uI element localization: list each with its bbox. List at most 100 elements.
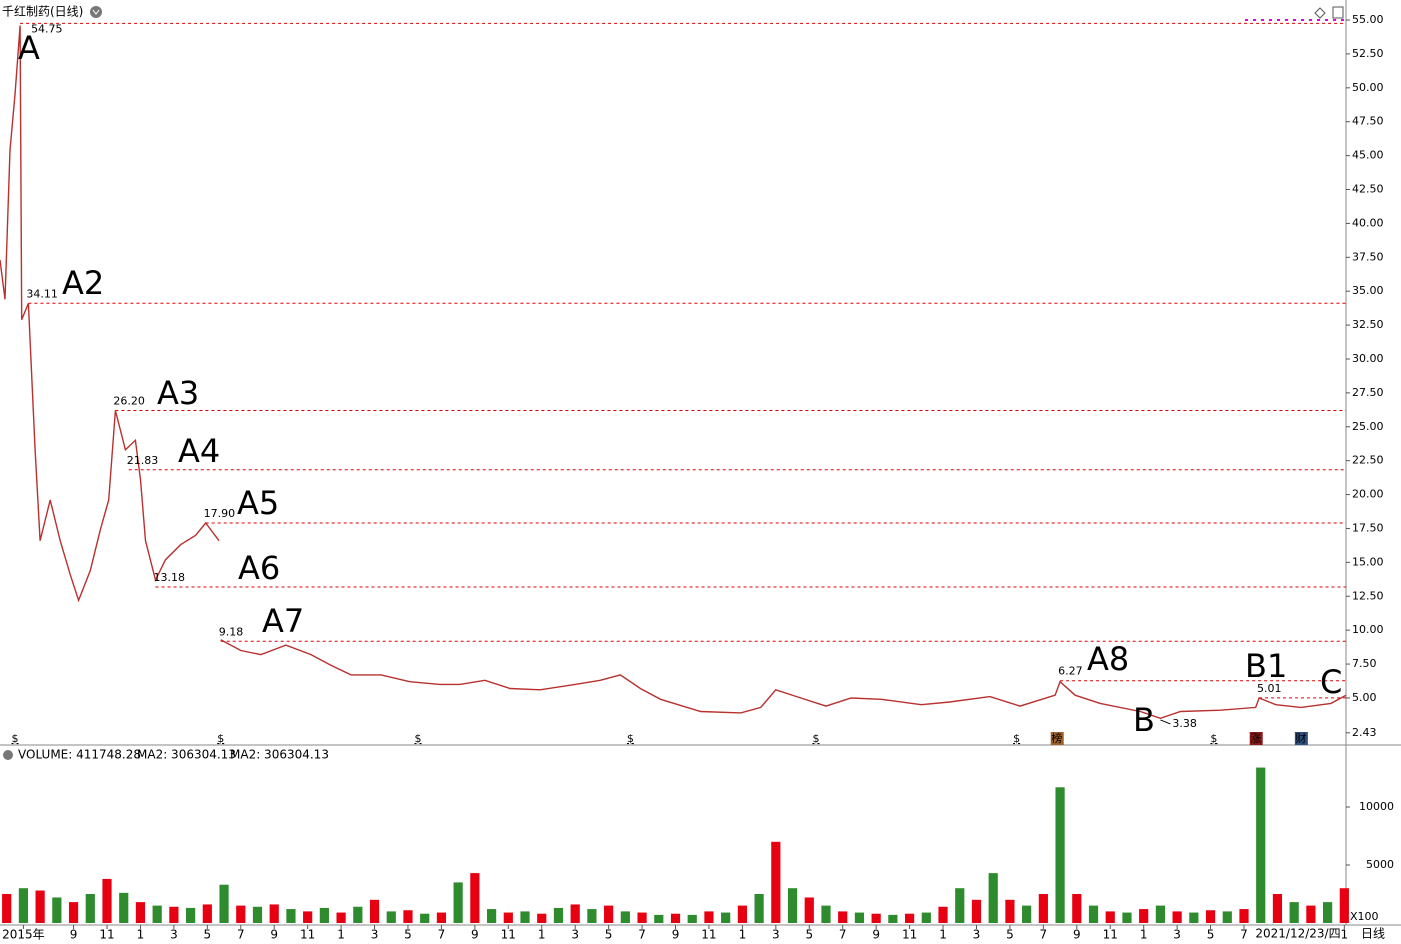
wave-letter: A6 bbox=[238, 549, 280, 587]
y-tick-label: 10000 bbox=[1359, 800, 1394, 813]
volume-bar bbox=[771, 841, 781, 923]
volume-bar bbox=[1155, 905, 1166, 923]
volume-bar bbox=[186, 907, 196, 923]
volume-bar bbox=[1256, 767, 1266, 923]
volume-bar bbox=[286, 909, 296, 923]
y-tick-label: 25.00 bbox=[1352, 420, 1384, 433]
volume-bar bbox=[938, 906, 948, 923]
volume-bar bbox=[2, 894, 12, 923]
volume-bar bbox=[1205, 910, 1216, 923]
volume-bar bbox=[453, 882, 463, 923]
x-tick-label: 11 bbox=[701, 928, 716, 942]
volume-bar bbox=[169, 906, 179, 923]
volume-bar bbox=[1105, 911, 1115, 923]
ma-label-colored: MA2: 306304.13 bbox=[230, 748, 329, 762]
wave-letter: C bbox=[1320, 663, 1342, 701]
x-tick-label: 1 bbox=[337, 928, 345, 942]
volume-bar bbox=[303, 911, 313, 923]
volume-bar bbox=[1055, 787, 1065, 923]
volume-bar bbox=[888, 914, 898, 923]
x-tick-label: 7 bbox=[638, 928, 646, 942]
y-tick-label: 55.00 bbox=[1352, 13, 1384, 26]
event-box bbox=[1249, 732, 1263, 745]
volume-bar bbox=[202, 904, 212, 923]
volume-bar bbox=[921, 912, 931, 923]
volume-bar bbox=[1222, 911, 1232, 923]
wave-letter: A7 bbox=[262, 602, 304, 640]
x-tick-label: 3 bbox=[973, 928, 981, 942]
volume-bar bbox=[102, 878, 112, 923]
volume-bar bbox=[537, 913, 547, 923]
menu-button[interactable] bbox=[90, 6, 102, 18]
x-tick-label: 3 bbox=[371, 928, 379, 942]
volume-bar bbox=[971, 899, 982, 923]
volume-bar bbox=[1072, 894, 1082, 923]
value-label: 9.18 bbox=[219, 625, 244, 638]
x-tick-label: 11 bbox=[99, 928, 114, 942]
x-tick-label: 9 bbox=[70, 928, 78, 942]
x-tick-label: 7 bbox=[438, 928, 446, 942]
x-tick-label: 9 bbox=[1073, 928, 1081, 942]
volume-bar bbox=[336, 912, 346, 923]
y-tick-label: 5.00 bbox=[1352, 691, 1377, 704]
volume-bar bbox=[1189, 912, 1199, 923]
panel-icon[interactable] bbox=[1332, 6, 1344, 19]
volume-bar bbox=[68, 902, 79, 923]
y-tick-label: 27.50 bbox=[1352, 386, 1384, 399]
crosshair-label: 2021/12/23/四 bbox=[1255, 927, 1340, 941]
event-marker: 涨 bbox=[1250, 732, 1261, 745]
volume-bar bbox=[1272, 894, 1283, 923]
volume-bar bbox=[520, 911, 530, 923]
y-tick-label: 30.00 bbox=[1352, 352, 1384, 365]
y-tick-label: 52.50 bbox=[1352, 47, 1384, 60]
x-tick-label: 11 bbox=[1103, 928, 1118, 942]
volume-bar bbox=[219, 884, 229, 923]
event-marker: $ bbox=[12, 732, 19, 745]
x-tick-label: 5 bbox=[1207, 928, 1215, 942]
volume-bar bbox=[1122, 912, 1132, 923]
volume-bar bbox=[486, 909, 497, 923]
volume-bar bbox=[1022, 905, 1032, 923]
y-tick-label: 2.43 bbox=[1352, 726, 1377, 739]
volume-bar bbox=[152, 905, 162, 923]
x-tick-label: 3 bbox=[170, 928, 178, 942]
y-tick-label: 45.00 bbox=[1352, 149, 1384, 162]
volume-bar bbox=[955, 888, 965, 923]
x-tick-label: 1 bbox=[939, 928, 947, 942]
volume-bar bbox=[754, 894, 764, 923]
x-tick-label: 9 bbox=[471, 928, 479, 942]
volume-bar bbox=[1339, 888, 1349, 923]
volume-bar bbox=[236, 905, 246, 923]
chart-title: 千红制药(日线) bbox=[2, 4, 83, 19]
ma-label: MA2: 306304.13 bbox=[137, 748, 236, 762]
volume-bar bbox=[1139, 909, 1149, 923]
wave-letter: A8 bbox=[1087, 640, 1129, 678]
event-marker: $ bbox=[627, 732, 634, 745]
volume-bar bbox=[787, 888, 798, 923]
volume-bar bbox=[353, 906, 363, 923]
volume-bar bbox=[821, 905, 831, 923]
x-tick-label: 9 bbox=[672, 928, 680, 942]
y-tick-label: 37.50 bbox=[1352, 250, 1384, 263]
volume-menu[interactable] bbox=[3, 750, 13, 760]
wave-letter: A bbox=[18, 29, 40, 67]
x-tick-label: 7 bbox=[237, 928, 245, 942]
x-tick-label: 1 bbox=[1341, 928, 1349, 942]
volume-bar bbox=[687, 914, 697, 923]
volume-bar bbox=[403, 910, 413, 923]
y-tick-label: 42.50 bbox=[1352, 183, 1384, 196]
price-line bbox=[0, 25, 1347, 720]
volume-bar bbox=[252, 906, 263, 923]
x-tick-label: 3 bbox=[1173, 928, 1181, 942]
unit-label: X100 bbox=[1350, 910, 1379, 923]
volume-bar bbox=[1172, 911, 1182, 923]
volume-bar bbox=[135, 902, 146, 923]
x-tick-label: 1 bbox=[739, 928, 747, 942]
volume-bar bbox=[737, 905, 747, 923]
y-tick-label: 47.50 bbox=[1352, 115, 1384, 128]
volume-bar bbox=[587, 909, 597, 923]
y-tick-label: 10.00 bbox=[1352, 623, 1384, 636]
x-tick-label: 1 bbox=[1140, 928, 1148, 942]
diamond-icon[interactable] bbox=[1314, 7, 1326, 19]
x-tick-label: 5 bbox=[805, 928, 813, 942]
